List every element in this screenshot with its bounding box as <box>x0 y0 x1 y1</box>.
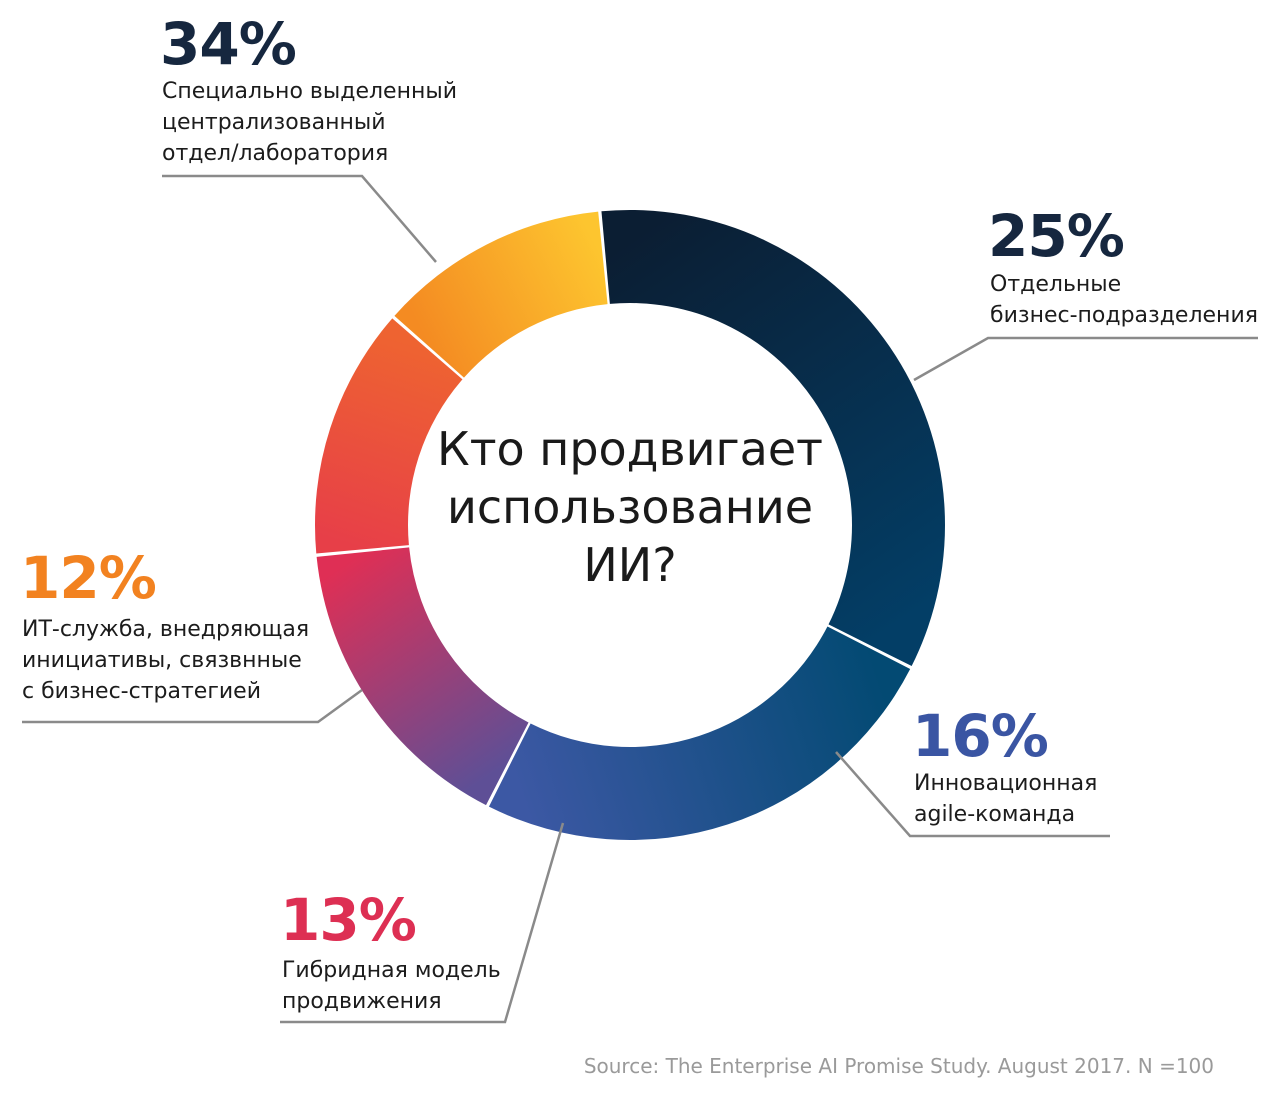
slice-description: ИТ-служба, внедряющая инициативы, связвн… <box>22 614 309 707</box>
desc-line: Инновационная <box>914 771 1098 796</box>
desc-line: с бизнес-стратегией <box>22 679 262 704</box>
leader-line <box>162 174 437 263</box>
leader-lines <box>22 174 1258 1024</box>
donut-slice <box>394 211 608 378</box>
desc-line: инициативы, связвнные <box>22 648 302 673</box>
data-label-percent: 16% <box>912 702 1049 770</box>
data-label-percent: 13% <box>280 886 417 954</box>
title-line-2: использование <box>446 480 814 534</box>
donut-slice <box>314 318 463 554</box>
desc-line: ИТ-служба, внедряющая <box>22 617 310 642</box>
desc-line: централизованный <box>162 110 386 135</box>
slice-description: Инновационная agile-команда <box>914 768 1097 830</box>
donut-slice <box>316 547 529 806</box>
desc-line: Отдельные <box>990 272 1122 297</box>
data-label-percent: 12% <box>20 544 157 612</box>
data-label-percent: 25% <box>988 202 1125 270</box>
source-note: Source: The Enterprise AI Promise Study.… <box>583 1054 1214 1078</box>
desc-line: agile-команда <box>914 802 1076 827</box>
leader-line <box>835 751 1110 838</box>
donut-slice <box>601 210 945 667</box>
chart-title: Кто продвигает использование ИИ? <box>400 420 860 594</box>
desc-line: бизнес-подразделения <box>990 303 1258 328</box>
leader-line <box>913 336 1258 382</box>
desc-line: Специально выделенный <box>162 79 458 104</box>
donut-slices <box>314 210 945 840</box>
donut-slice <box>488 626 911 840</box>
leader-line <box>22 688 363 724</box>
data-label-percent: 34% <box>160 10 297 78</box>
slice-description: Специально выделенный централизованный о… <box>162 76 457 169</box>
leader-line <box>280 822 565 1024</box>
title-line-1: Кто продвигает <box>437 422 823 476</box>
slice-description: Отдельные бизнес-подразделения <box>990 269 1258 331</box>
title-line-3: ИИ? <box>583 538 677 592</box>
slice-description: Гибридная модель продвижения <box>282 955 501 1017</box>
desc-line: продвижения <box>282 989 442 1014</box>
desc-line: отдел/лаборатория <box>162 141 389 166</box>
desc-line: Гибридная модель <box>282 958 501 983</box>
